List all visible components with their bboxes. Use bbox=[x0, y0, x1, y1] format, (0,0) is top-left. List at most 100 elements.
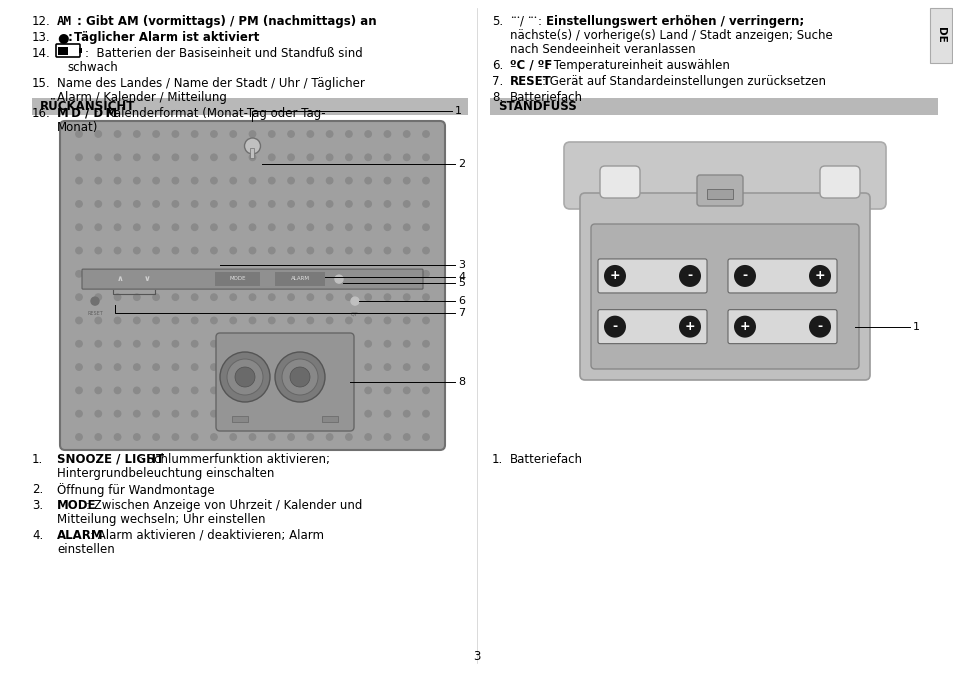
Circle shape bbox=[114, 364, 121, 370]
Text: 6.: 6. bbox=[492, 59, 503, 72]
Circle shape bbox=[422, 271, 429, 277]
Circle shape bbox=[95, 434, 101, 440]
Circle shape bbox=[422, 154, 429, 160]
Circle shape bbox=[234, 367, 254, 387]
Circle shape bbox=[733, 265, 755, 287]
Circle shape bbox=[192, 248, 197, 254]
Circle shape bbox=[345, 224, 352, 230]
Circle shape bbox=[307, 294, 314, 300]
Circle shape bbox=[133, 248, 140, 254]
Circle shape bbox=[75, 154, 82, 160]
Circle shape bbox=[244, 138, 260, 154]
Circle shape bbox=[345, 248, 352, 254]
Circle shape bbox=[288, 364, 294, 370]
Bar bbox=[79, 48, 82, 53]
FancyBboxPatch shape bbox=[579, 193, 869, 380]
Text: •••: ••• bbox=[510, 15, 519, 20]
Circle shape bbox=[274, 352, 325, 402]
Circle shape bbox=[114, 178, 121, 184]
Circle shape bbox=[326, 387, 333, 394]
Circle shape bbox=[288, 248, 294, 254]
Bar bbox=[274, 272, 325, 286]
Text: 4.: 4. bbox=[32, 529, 43, 542]
Circle shape bbox=[269, 364, 274, 370]
Circle shape bbox=[75, 201, 82, 207]
Circle shape bbox=[288, 411, 294, 417]
Circle shape bbox=[133, 317, 140, 324]
Circle shape bbox=[152, 294, 159, 300]
Circle shape bbox=[172, 271, 178, 277]
Circle shape bbox=[249, 411, 255, 417]
Text: ∧: ∧ bbox=[116, 274, 123, 283]
FancyBboxPatch shape bbox=[727, 310, 836, 344]
Text: 1.: 1. bbox=[32, 453, 43, 466]
Circle shape bbox=[288, 154, 294, 160]
Text: einstellen: einstellen bbox=[57, 543, 114, 556]
Circle shape bbox=[133, 387, 140, 394]
Circle shape bbox=[269, 201, 274, 207]
Circle shape bbox=[288, 434, 294, 440]
Circle shape bbox=[91, 297, 99, 305]
Circle shape bbox=[269, 341, 274, 347]
Circle shape bbox=[230, 224, 236, 230]
Circle shape bbox=[95, 271, 101, 277]
Circle shape bbox=[95, 294, 101, 300]
Circle shape bbox=[269, 131, 274, 137]
Circle shape bbox=[326, 341, 333, 347]
Circle shape bbox=[422, 317, 429, 324]
Circle shape bbox=[172, 178, 178, 184]
Circle shape bbox=[230, 201, 236, 207]
Circle shape bbox=[172, 131, 178, 137]
Circle shape bbox=[422, 248, 429, 254]
Circle shape bbox=[95, 201, 101, 207]
Circle shape bbox=[152, 201, 159, 207]
Circle shape bbox=[345, 201, 352, 207]
Circle shape bbox=[75, 341, 82, 347]
Text: MODE: MODE bbox=[230, 276, 246, 281]
Circle shape bbox=[269, 411, 274, 417]
Circle shape bbox=[114, 294, 121, 300]
Circle shape bbox=[114, 341, 121, 347]
FancyBboxPatch shape bbox=[727, 259, 836, 293]
Circle shape bbox=[326, 434, 333, 440]
Circle shape bbox=[384, 387, 390, 394]
Text: SNOOZE / LIGHT: SNOOZE / LIGHT bbox=[57, 453, 164, 466]
Text: DE: DE bbox=[935, 27, 945, 43]
Circle shape bbox=[365, 341, 371, 347]
Text: ºC / ºF: ºC / ºF bbox=[510, 59, 552, 72]
FancyBboxPatch shape bbox=[590, 224, 858, 369]
Circle shape bbox=[365, 317, 371, 324]
Circle shape bbox=[114, 317, 121, 324]
Text: 7: 7 bbox=[457, 308, 465, 318]
Circle shape bbox=[75, 364, 82, 370]
Circle shape bbox=[133, 411, 140, 417]
Circle shape bbox=[403, 317, 410, 324]
Circle shape bbox=[192, 178, 197, 184]
Circle shape bbox=[679, 265, 700, 287]
FancyBboxPatch shape bbox=[598, 310, 706, 344]
Circle shape bbox=[249, 271, 255, 277]
Circle shape bbox=[326, 294, 333, 300]
Circle shape bbox=[95, 224, 101, 230]
Bar bbox=[251, 148, 254, 158]
Circle shape bbox=[249, 387, 255, 394]
Text: 5: 5 bbox=[457, 278, 464, 288]
Circle shape bbox=[384, 364, 390, 370]
Circle shape bbox=[211, 387, 217, 394]
Text: Monat): Monat) bbox=[57, 121, 98, 134]
FancyBboxPatch shape bbox=[820, 166, 859, 198]
Text: 5.: 5. bbox=[492, 15, 502, 28]
Circle shape bbox=[95, 317, 101, 324]
Circle shape bbox=[133, 224, 140, 230]
Circle shape bbox=[307, 271, 314, 277]
Text: RESET: RESET bbox=[510, 75, 551, 88]
Circle shape bbox=[75, 387, 82, 394]
Text: -: - bbox=[612, 320, 617, 333]
Text: AM: AM bbox=[57, 15, 71, 28]
Circle shape bbox=[133, 271, 140, 277]
Text: M D / D M: M D / D M bbox=[57, 107, 117, 120]
Circle shape bbox=[75, 411, 82, 417]
Circle shape bbox=[403, 131, 410, 137]
Circle shape bbox=[345, 317, 352, 324]
Circle shape bbox=[365, 178, 371, 184]
